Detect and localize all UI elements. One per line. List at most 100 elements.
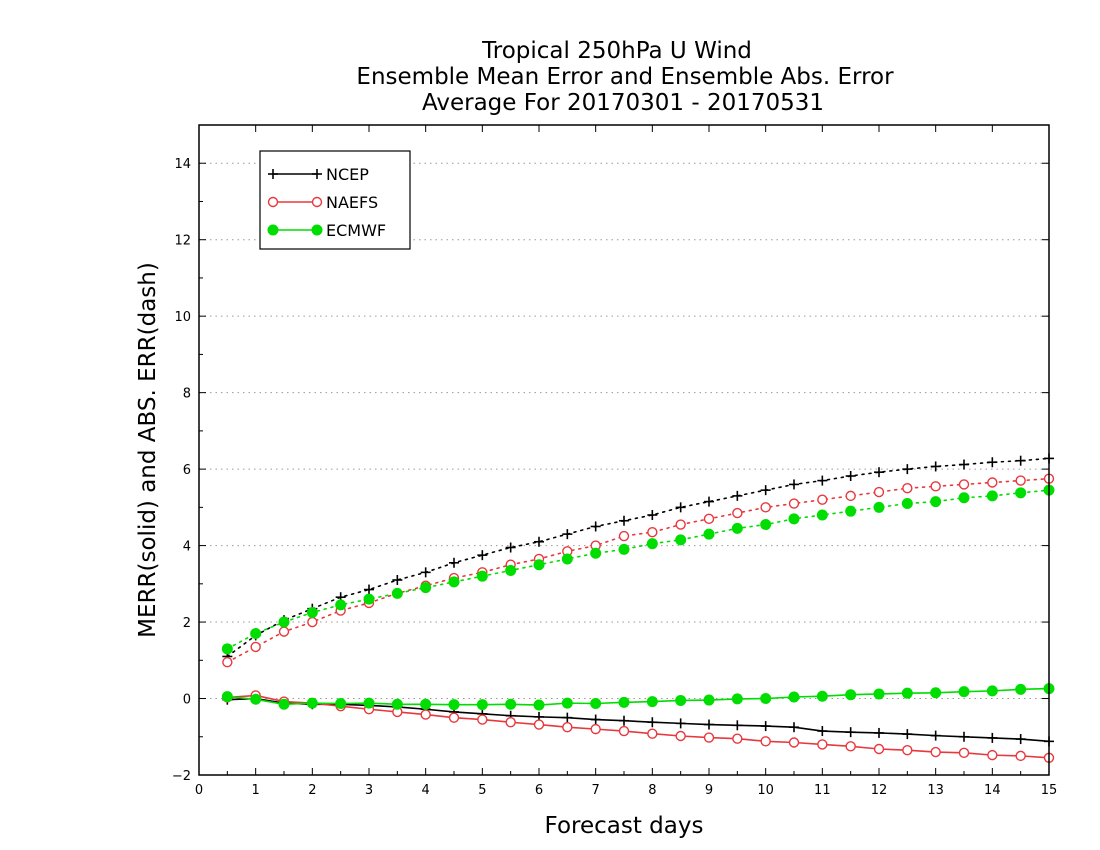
point-ncep-mean-error — [647, 717, 658, 728]
point-ecmwf-abs-error — [788, 513, 800, 525]
point-ecmwf-mean-error — [731, 693, 743, 705]
legend-marker — [268, 169, 278, 179]
point-naefs-abs-error — [845, 490, 856, 502]
y-tick-label: 2 — [183, 616, 191, 631]
legend-marker — [312, 169, 322, 179]
point-ncep-mean-error — [817, 726, 828, 737]
point-ecmwf-abs-error — [306, 607, 318, 618]
x-tick-label: 10 — [757, 783, 774, 798]
point-naefs-mean-error — [562, 722, 573, 733]
y-axis-label: MERR(solid) and ABS. ERR(dash) — [135, 262, 161, 638]
point-naefs-abs-error — [250, 641, 261, 653]
point-ncep-abs-error — [902, 464, 913, 475]
point-ecmwf-mean-error — [646, 696, 658, 708]
point-ecmwf-abs-error — [646, 538, 658, 550]
point-ecmwf-abs-error — [1015, 487, 1027, 499]
point-naefs-mean-error — [760, 736, 771, 747]
point-naefs-abs-error — [788, 498, 800, 509]
point-naefs-abs-error — [958, 479, 970, 490]
point-ncep-mean-error — [1015, 734, 1026, 745]
x-tick-label: 3 — [365, 783, 373, 798]
point-ecmwf-mean-error — [816, 690, 828, 702]
point-ncep-mean-error — [959, 731, 969, 742]
x-tick-label: 2 — [308, 783, 316, 798]
point-ecmwf-abs-error — [703, 528, 715, 540]
point-ecmwf-mean-error — [986, 685, 998, 697]
point-ecmwf-mean-error — [335, 698, 347, 709]
y-tick-label: 8 — [183, 387, 191, 402]
point-ncep-mean-error — [930, 730, 941, 741]
title-line-3: Average For 20170301 - 20170531 — [422, 90, 824, 116]
point-ecmwf-abs-error — [278, 616, 290, 628]
x-tick-label: 13 — [927, 783, 944, 798]
point-ncep-abs-error — [732, 490, 743, 501]
series-line-ecmwf-mean-error — [227, 687, 1050, 706]
point-ncep-mean-error — [902, 729, 913, 740]
point-ncep-mean-error — [732, 720, 743, 731]
point-naefs-abs-error — [1015, 475, 1026, 486]
point-naefs-mean-error — [1015, 750, 1026, 762]
point-ecmwf-abs-error — [391, 587, 403, 599]
point-naefs-abs-error — [987, 477, 998, 488]
point-naefs-mean-error — [647, 728, 658, 739]
point-ecmwf-mean-error — [590, 698, 602, 709]
legend: NCEP NAEFS ECMWF — [259, 150, 411, 250]
point-naefs-mean-error — [477, 714, 488, 725]
point-ecmwf-mean-error — [420, 698, 432, 710]
series-line-ecmwf-abs-error — [226, 489, 1050, 650]
series-layer — [221, 453, 1055, 763]
point-naefs-mean-error — [845, 741, 856, 752]
point-naefs-abs-error — [902, 483, 913, 494]
point-ecmwf-abs-error — [505, 564, 517, 576]
point-ecmwf-mean-error — [476, 699, 488, 711]
chart-title: Tropical 250hPa U Wind Ensemble Mean Err… — [356, 38, 894, 116]
point-ncep-abs-error — [590, 521, 601, 532]
x-tick-label: 9 — [705, 783, 713, 798]
x-axis-label: Forecast days — [545, 813, 704, 839]
legend-box — [259, 150, 411, 250]
point-naefs-mean-error — [958, 747, 970, 759]
point-ncep-abs-error — [845, 471, 856, 481]
point-naefs-abs-error — [675, 519, 686, 530]
point-ecmwf-mean-error — [533, 699, 545, 711]
y-tick-label: 12 — [174, 234, 191, 249]
point-ecmwf-abs-error — [845, 505, 857, 517]
point-ncep-abs-error — [562, 529, 573, 540]
point-ncep-abs-error — [760, 485, 771, 496]
point-ncep-abs-error — [420, 567, 431, 578]
point-naefs-abs-error — [732, 507, 743, 519]
point-ncep-abs-error — [675, 502, 686, 513]
point-ecmwf-abs-error — [901, 498, 913, 510]
point-ncep-abs-error — [874, 467, 884, 478]
point-naefs-mean-error — [817, 739, 828, 750]
point-ecmwf-mean-error — [845, 689, 857, 701]
point-ecmwf-abs-error — [873, 501, 885, 513]
point-ecmwf-mean-error — [930, 687, 942, 699]
point-ncep-mean-error — [874, 727, 884, 738]
series-line-ncep-abs-error — [226, 457, 1050, 658]
point-naefs-mean-error — [448, 712, 460, 723]
point-ecmwf-mean-error — [363, 697, 375, 709]
legend-marker — [311, 224, 323, 236]
point-ecmwf-mean-error — [788, 691, 800, 703]
point-naefs-abs-error — [930, 481, 941, 492]
legend-marker — [311, 196, 323, 208]
series-line-ncep-mean-error — [227, 697, 1050, 743]
legend-item-naefs: NAEFS — [267, 193, 378, 212]
point-ecmwf-abs-error — [618, 543, 630, 555]
point-ncep-mean-error — [704, 719, 714, 730]
legend-label-naefs: NAEFS — [326, 193, 378, 212]
point-ncep-abs-error — [817, 475, 828, 486]
legend-item-ecmwf: ECMWF — [267, 221, 386, 240]
x-tick-label: 1 — [252, 783, 260, 798]
point-ecmwf-abs-error — [590, 547, 602, 559]
point-ncep-abs-error — [392, 575, 403, 585]
point-ncep-abs-error — [704, 496, 714, 507]
x-tick-label: 6 — [535, 783, 543, 798]
title-line-2: Ensemble Mean Error and Ensemble Abs. Er… — [356, 64, 894, 90]
point-naefs-abs-error — [817, 494, 828, 505]
point-ecmwf-abs-error — [448, 576, 460, 588]
point-naefs-mean-error — [902, 744, 913, 756]
point-ecmwf-abs-error — [476, 570, 488, 582]
